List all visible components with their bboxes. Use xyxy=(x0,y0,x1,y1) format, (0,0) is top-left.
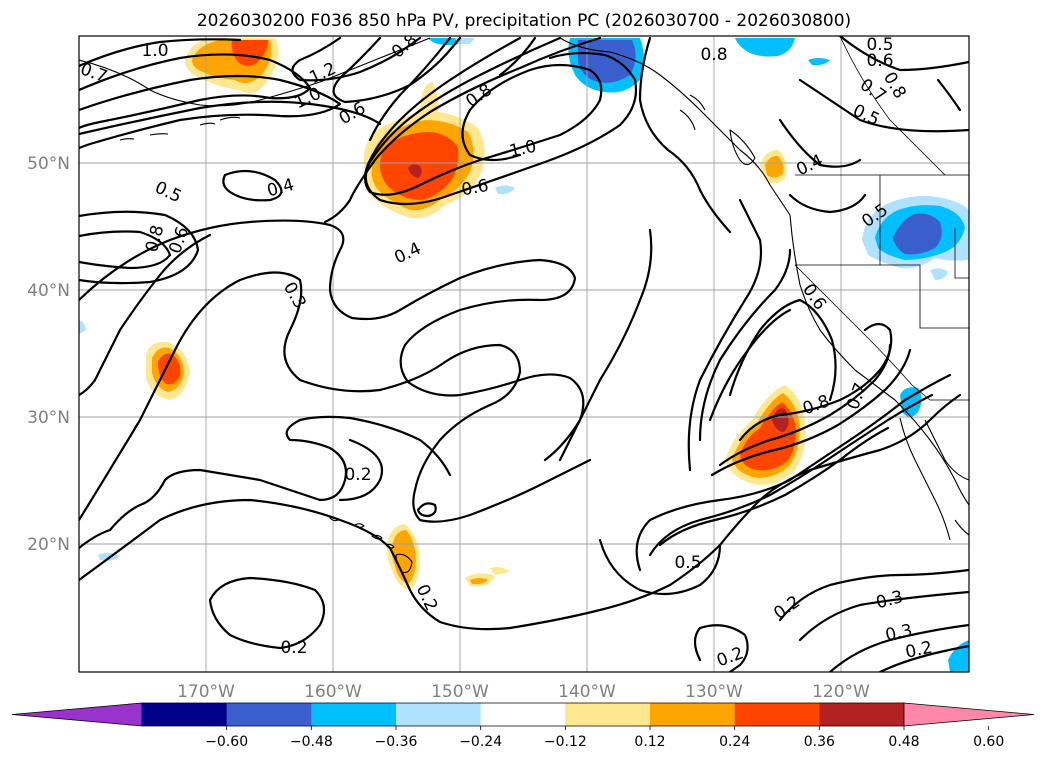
contour-label: 0.2 xyxy=(280,638,307,658)
colorbar-tick-label: 0.60 xyxy=(973,734,1004,750)
colorbar-tick-label: −0.12 xyxy=(544,734,587,750)
contour-label: 0.5 xyxy=(674,553,701,573)
colorbar-left-extend xyxy=(11,702,143,727)
colorbar-tick-label: 0.24 xyxy=(719,734,750,750)
lon-axis: 170°W 160°W 150°W 140°W 130°W 120°W xyxy=(177,682,870,702)
lon-tick-label: 140°W xyxy=(558,682,616,702)
map-area: 1.0 0.7 1.2 1.0 0.6 0.8 0.8 1.0 0.6 0.4 … xyxy=(79,35,969,672)
colorbar-right-extend xyxy=(903,702,1035,727)
colorbar-box xyxy=(226,703,312,726)
colorbar-tick-label: 0.36 xyxy=(804,734,835,750)
lat-tick-label: 50°N xyxy=(27,154,70,174)
map-title: 2026030200 F036 850 hPa PV, precipitatio… xyxy=(197,11,851,31)
colorbar-box xyxy=(480,703,566,726)
colorbar-tick-label: −0.36 xyxy=(375,734,418,750)
lon-tick-label: 160°W xyxy=(304,682,362,702)
political-borders xyxy=(794,36,969,401)
colorbar-box xyxy=(734,703,820,726)
colorbar-tick-label: −0.60 xyxy=(205,734,248,750)
lat-tick-label: 40°N xyxy=(27,281,70,301)
colorbar-box xyxy=(819,703,905,726)
lon-tick-label: 130°W xyxy=(685,682,743,702)
precip-shading xyxy=(79,38,969,672)
lat-axis: 50°N 40°N 30°N 20°N xyxy=(27,154,70,555)
colorbar-box xyxy=(311,703,397,726)
colorbar: −0.60 −0.48 −0.36 −0.24 −0.12 0.12 0.24 0.36 0.4… xyxy=(11,702,1035,750)
colorbar-tick-label: −0.24 xyxy=(459,734,502,750)
colorbar-box xyxy=(650,703,736,726)
colorbar-tick-label: −0.48 xyxy=(290,734,333,750)
colorbar-tick-label: 0.48 xyxy=(888,734,919,750)
lat-tick-label: 20°N xyxy=(27,535,70,555)
lon-tick-label: 120°W xyxy=(812,682,870,702)
contour-label: 0.5 xyxy=(866,35,893,55)
colorbar-box xyxy=(565,703,651,726)
map-frame xyxy=(78,35,970,673)
contour-label: 1.0 xyxy=(141,41,168,61)
lat-tick-label: 30°N xyxy=(27,408,70,428)
pv-contours xyxy=(79,36,969,672)
colorbar-box xyxy=(396,703,482,726)
contour-label: 0.8 xyxy=(700,45,727,65)
colorbar-tick-label: 0.12 xyxy=(634,734,665,750)
colorbar-box xyxy=(142,703,228,726)
contour-label: 0.6 xyxy=(866,51,893,71)
contour-label: 0.2 xyxy=(344,465,371,485)
lon-tick-label: 150°W xyxy=(431,682,489,702)
contour-label: 0.6 xyxy=(460,176,490,200)
colorbar-outline xyxy=(142,702,904,727)
lon-tick-label: 170°W xyxy=(177,682,235,702)
